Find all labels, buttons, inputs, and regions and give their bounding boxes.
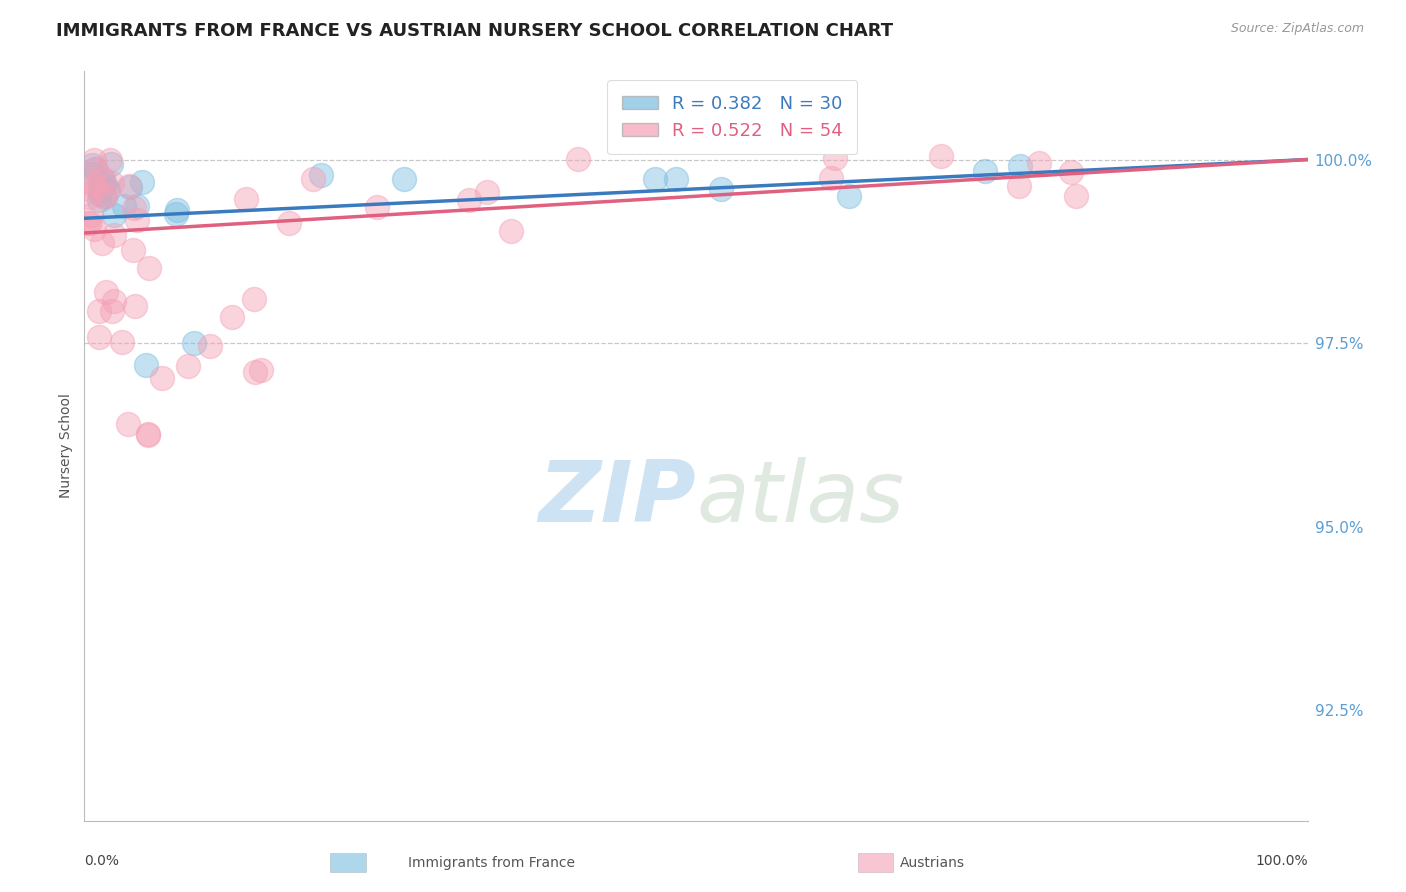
Point xyxy=(302,172,325,186)
Point xyxy=(150,371,173,385)
Point xyxy=(121,243,143,257)
Point xyxy=(80,167,103,181)
Legend: R = 0.382   N = 30, R = 0.522   N = 54: R = 0.382 N = 30, R = 0.522 N = 54 xyxy=(607,80,858,154)
Point xyxy=(131,175,153,189)
Point xyxy=(221,310,243,324)
Point xyxy=(98,153,121,168)
Point xyxy=(89,178,111,192)
Point xyxy=(838,189,860,203)
Point xyxy=(243,292,266,306)
Point xyxy=(79,216,101,230)
Point xyxy=(665,172,688,186)
Point xyxy=(366,201,388,215)
Point xyxy=(83,221,105,235)
Point xyxy=(103,208,125,222)
Point xyxy=(117,417,139,431)
Point xyxy=(124,299,146,313)
Point xyxy=(250,363,273,377)
Text: 100.0%: 100.0% xyxy=(1256,855,1308,868)
Point xyxy=(136,428,159,442)
Point xyxy=(1060,165,1083,179)
Point xyxy=(94,188,117,202)
Point xyxy=(118,179,141,194)
Point xyxy=(82,184,104,198)
Point xyxy=(94,285,117,299)
Text: IMMIGRANTS FROM FRANCE VS AUSTRIAN NURSERY SCHOOL CORRELATION CHART: IMMIGRANTS FROM FRANCE VS AUSTRIAN NURSE… xyxy=(56,22,893,40)
Point xyxy=(77,216,100,230)
Point xyxy=(165,207,187,221)
Point xyxy=(114,198,136,212)
Point xyxy=(235,192,257,206)
Point xyxy=(87,304,110,318)
Point xyxy=(1064,189,1087,203)
Point xyxy=(94,178,117,193)
Point xyxy=(1010,159,1032,173)
Point xyxy=(82,175,104,189)
Point xyxy=(929,149,952,163)
Point xyxy=(79,208,101,222)
Text: atlas: atlas xyxy=(696,457,904,540)
Point xyxy=(125,199,148,213)
Point xyxy=(89,186,111,201)
Point xyxy=(97,183,120,197)
Text: Austrians: Austrians xyxy=(900,855,965,870)
Point xyxy=(101,304,124,318)
Point xyxy=(177,359,200,373)
Point xyxy=(93,177,115,191)
Point xyxy=(83,153,105,168)
Point xyxy=(166,202,188,217)
Point xyxy=(94,189,117,203)
Y-axis label: Nursery School: Nursery School xyxy=(59,393,73,499)
Point xyxy=(122,201,145,215)
Point xyxy=(710,182,733,196)
Point xyxy=(1028,155,1050,169)
Point xyxy=(100,157,122,171)
Point xyxy=(567,152,589,166)
Point xyxy=(87,193,110,207)
Text: Source: ZipAtlas.com: Source: ZipAtlas.com xyxy=(1230,22,1364,36)
Point xyxy=(501,224,523,238)
Point xyxy=(198,339,221,353)
Point xyxy=(458,193,481,207)
Point xyxy=(91,172,114,186)
Point xyxy=(84,162,107,177)
Point xyxy=(127,213,149,227)
Point xyxy=(84,161,107,176)
Point xyxy=(103,228,125,243)
Point xyxy=(820,170,842,185)
Point xyxy=(245,365,267,379)
Text: Immigrants from France: Immigrants from France xyxy=(408,855,575,870)
Point xyxy=(136,426,159,441)
Point xyxy=(91,236,114,251)
Point xyxy=(89,184,111,198)
Point xyxy=(83,179,105,194)
Point xyxy=(278,216,301,230)
Point xyxy=(80,158,103,172)
Point xyxy=(183,336,205,351)
Point xyxy=(77,190,100,204)
Text: ZIP: ZIP xyxy=(538,457,696,540)
Point xyxy=(94,186,117,201)
Point xyxy=(135,358,157,372)
Point xyxy=(87,330,110,344)
Point xyxy=(392,172,415,186)
Point xyxy=(477,186,499,200)
Point xyxy=(644,172,666,186)
Point xyxy=(91,172,114,186)
Point xyxy=(118,180,141,194)
Point xyxy=(101,176,124,190)
Point xyxy=(309,168,332,182)
Point xyxy=(111,335,134,350)
Text: 0.0%: 0.0% xyxy=(84,855,120,868)
Point xyxy=(138,260,160,275)
Point xyxy=(1008,179,1031,194)
Point xyxy=(824,151,846,165)
Point xyxy=(103,294,125,309)
Point xyxy=(974,163,997,178)
